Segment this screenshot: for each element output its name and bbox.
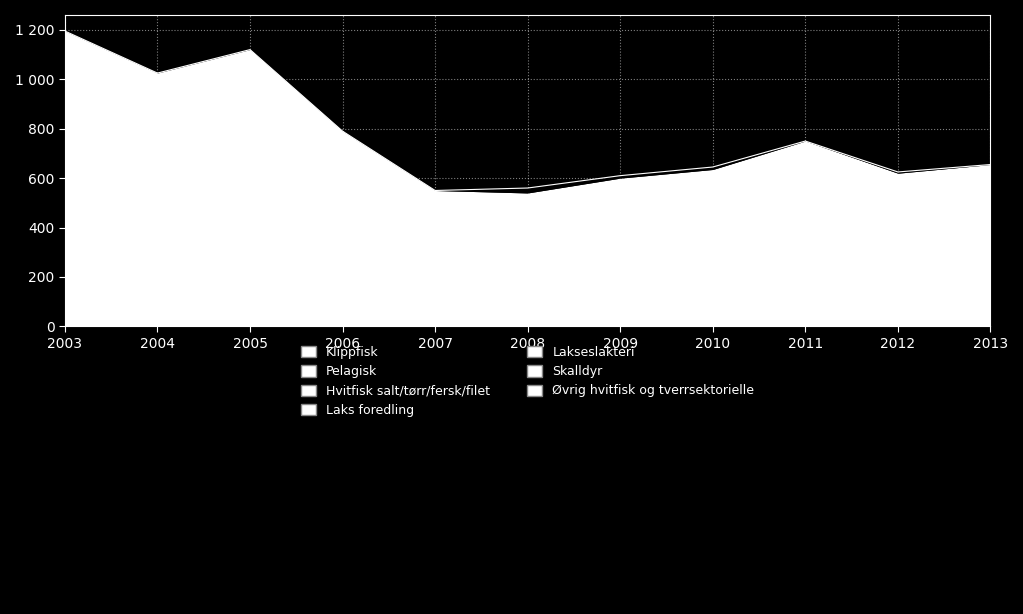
Legend: Klippfisk, Pelagisk, Hvitfisk salt/tørr/fersk/filet, Laks foredling, Lakseslakte: Klippfisk, Pelagisk, Hvitfisk salt/tørr/… xyxy=(295,340,761,423)
